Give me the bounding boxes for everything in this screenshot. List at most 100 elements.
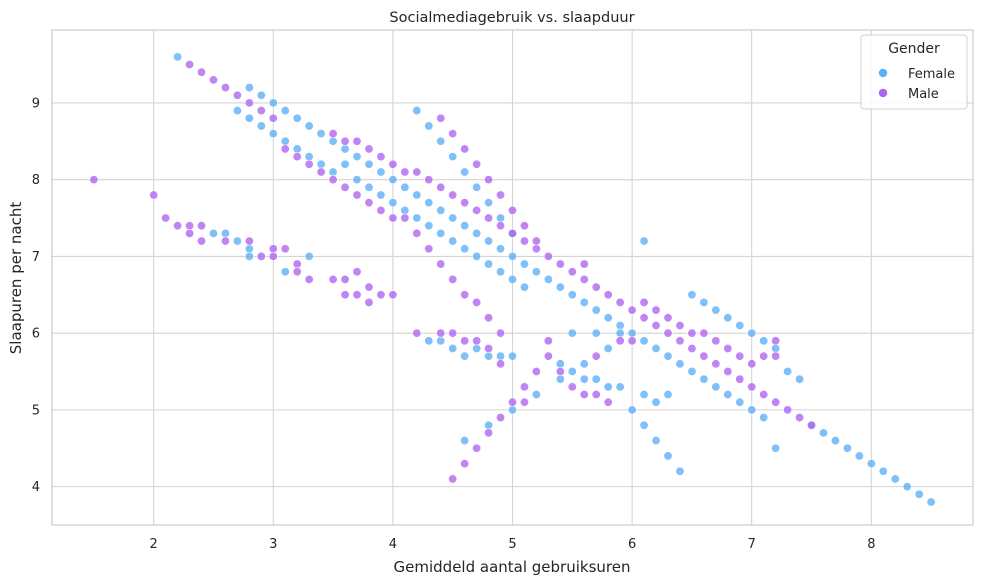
data-point-male xyxy=(639,297,649,307)
data-point-female xyxy=(519,259,529,269)
chart-title: Socialmediagebruik vs. slaapduur xyxy=(389,10,634,26)
data-point-female xyxy=(496,267,506,277)
data-point-female xyxy=(400,182,410,192)
data-point-female xyxy=(316,159,326,169)
data-point-female xyxy=(460,221,470,231)
data-point-female xyxy=(866,459,876,469)
data-point-male xyxy=(400,213,410,223)
data-point-male xyxy=(472,205,482,215)
data-point-female xyxy=(244,244,254,254)
data-point-female xyxy=(496,351,506,361)
data-point-female xyxy=(376,167,386,177)
data-point-female xyxy=(400,205,410,215)
data-point-female xyxy=(854,451,864,461)
data-point-male xyxy=(484,213,494,223)
x-tick-label: 6 xyxy=(628,537,636,552)
data-point-female xyxy=(507,351,517,361)
data-point-female xyxy=(639,420,649,430)
data-point-male xyxy=(472,159,482,169)
legend-marker-male xyxy=(878,88,888,98)
data-point-female xyxy=(555,282,565,292)
data-point-female xyxy=(615,328,625,338)
data-point-female xyxy=(460,436,470,446)
legend-label-male: Male xyxy=(908,87,939,102)
data-point-male xyxy=(208,75,218,85)
data-point-female xyxy=(280,267,290,277)
data-point-female xyxy=(759,336,769,346)
data-point-female xyxy=(687,290,697,300)
data-point-male xyxy=(412,228,422,238)
data-point-female xyxy=(711,382,721,392)
data-point-male xyxy=(364,297,374,307)
data-point-female xyxy=(173,52,183,62)
data-point-male xyxy=(424,175,434,185)
data-point-female xyxy=(663,451,673,461)
data-point-male xyxy=(579,259,589,269)
x-axis-label: Gemiddeld aantal gebruiksuren xyxy=(394,558,631,576)
data-point-male xyxy=(675,336,685,346)
data-point-male xyxy=(507,397,517,407)
data-point-female xyxy=(376,190,386,200)
data-point-male xyxy=(711,336,721,346)
data-point-female xyxy=(244,83,254,93)
data-point-male xyxy=(364,144,374,154)
data-point-male xyxy=(268,251,278,261)
data-point-female xyxy=(340,159,350,169)
data-point-female xyxy=(280,136,290,146)
data-point-male xyxy=(555,259,565,269)
data-point-male xyxy=(699,351,709,361)
data-point-female xyxy=(484,236,494,246)
data-point-female xyxy=(759,413,769,423)
data-point-male xyxy=(759,390,769,400)
data-point-male xyxy=(197,67,207,77)
data-point-male xyxy=(496,413,506,423)
data-point-male xyxy=(591,390,601,400)
data-point-male xyxy=(484,428,494,438)
data-point-male xyxy=(436,113,446,123)
data-point-male xyxy=(639,313,649,323)
data-point-female xyxy=(615,320,625,330)
data-point-male xyxy=(531,367,541,377)
data-point-female xyxy=(280,106,290,116)
data-point-female xyxy=(460,244,470,254)
data-point-female xyxy=(304,251,314,261)
data-point-female xyxy=(675,359,685,369)
data-point-male xyxy=(543,336,553,346)
data-point-female xyxy=(436,336,446,346)
data-point-female xyxy=(627,328,637,338)
data-point-male xyxy=(615,336,625,346)
data-point-female xyxy=(496,244,506,254)
data-point-male xyxy=(436,328,446,338)
data-point-male xyxy=(615,297,625,307)
legend-box xyxy=(860,34,968,110)
data-point-female xyxy=(244,113,254,123)
data-point-male xyxy=(448,129,458,139)
data-point-female xyxy=(448,343,458,353)
data-point-female xyxy=(484,198,494,208)
data-point-male xyxy=(579,274,589,284)
data-point-male xyxy=(807,420,817,430)
data-point-female xyxy=(567,367,577,377)
data-point-female xyxy=(735,397,745,407)
data-point-male xyxy=(783,405,793,415)
data-point-female xyxy=(352,152,362,162)
data-point-male xyxy=(197,221,207,231)
plot-frame xyxy=(51,29,974,526)
data-point-male xyxy=(149,190,159,200)
data-point-female xyxy=(651,436,661,446)
data-point-male xyxy=(89,175,99,185)
data-point-female xyxy=(555,359,565,369)
y-tick-label: 5 xyxy=(32,403,40,418)
data-point-male xyxy=(364,282,374,292)
legend-label-female: Female xyxy=(908,67,955,82)
data-point-female xyxy=(771,443,781,453)
data-point-female xyxy=(591,328,601,338)
data-point-female xyxy=(496,213,506,223)
data-point-male xyxy=(496,221,506,231)
y-tick-labels: 4 5 6 7 8 9 xyxy=(32,96,40,495)
data-point-female xyxy=(256,121,266,131)
data-point-male xyxy=(627,305,637,315)
data-points xyxy=(89,52,936,507)
data-point-female xyxy=(424,121,434,131)
data-point-male xyxy=(448,274,458,284)
